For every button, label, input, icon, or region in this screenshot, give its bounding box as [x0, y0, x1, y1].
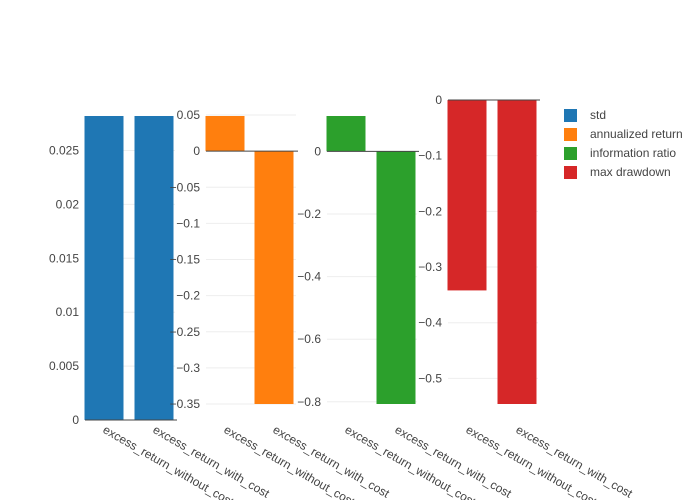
legend-label: information ratio — [590, 146, 676, 160]
y-tick-label: −0.05 — [170, 180, 201, 194]
y-tick-label: 0.05 — [177, 108, 201, 122]
y-tick-label: −0.3 — [418, 260, 442, 274]
legend-label: annualized return — [590, 127, 683, 141]
legend-swatch — [564, 109, 577, 122]
y-tick-label: −0.2 — [418, 204, 442, 218]
bar-excess_return_with_cost — [134, 116, 174, 420]
bar-excess_return_without_cost — [205, 116, 245, 152]
y-tick-label: 0 — [72, 413, 79, 427]
legend-swatch — [564, 147, 577, 160]
legend-label: std — [590, 108, 606, 122]
y-tick-label: −0.4 — [297, 270, 321, 284]
y-tick-label: −0.25 — [170, 325, 201, 339]
y-tick-label: −0.2 — [297, 207, 321, 221]
y-tick-label: −0.2 — [176, 289, 200, 303]
y-tick-label: −0.15 — [170, 253, 201, 267]
y-tick-label: −0.6 — [297, 332, 321, 346]
legend-label: max drawdown — [590, 165, 671, 179]
y-tick-label: 0 — [314, 144, 321, 158]
bar-excess_return_with_cost — [254, 151, 294, 404]
y-tick-label: 0 — [435, 93, 442, 107]
panel-3: 0−0.1−0.2−0.3−0.4−0.5excess_return_witho… — [418, 93, 635, 500]
y-tick-label: 0.015 — [49, 251, 79, 265]
y-tick-label: 0.025 — [49, 143, 79, 157]
y-tick-label: −0.1 — [176, 216, 200, 230]
y-tick-label: −0.35 — [170, 397, 201, 411]
y-tick-label: −0.1 — [418, 149, 442, 163]
y-tick-label: −0.5 — [418, 371, 442, 385]
bar-excess_return_without_cost — [447, 100, 487, 291]
y-tick-label: 0.005 — [49, 359, 79, 373]
legend-swatch — [564, 166, 577, 179]
legend-swatch — [564, 128, 577, 141]
bar-excess_return_without_cost — [326, 116, 366, 152]
y-tick-label: −0.8 — [297, 395, 321, 409]
y-tick-label: −0.3 — [176, 361, 200, 375]
bar-excess_return_with_cost — [376, 151, 416, 404]
bar-excess_return_with_cost — [497, 100, 537, 404]
y-tick-label: 0.01 — [56, 305, 80, 319]
y-tick-label: 0 — [193, 144, 200, 158]
legend: std annualized return information ratio max… — [564, 108, 683, 179]
y-tick-label: 0.02 — [56, 197, 80, 211]
bar-excess_return_without_cost — [84, 116, 124, 420]
y-tick-label: −0.4 — [418, 316, 442, 330]
